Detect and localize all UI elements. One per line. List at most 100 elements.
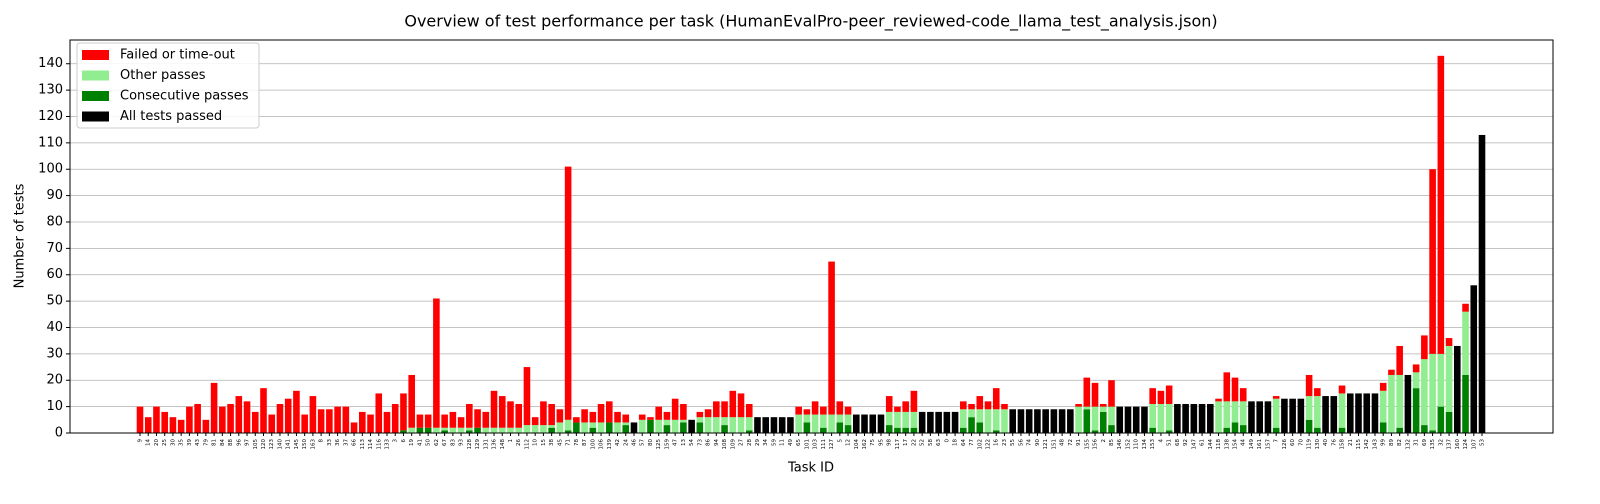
bar-segment: [1363, 393, 1371, 433]
bar-segment: [1099, 403, 1107, 407]
bar-segment: [317, 409, 325, 433]
x-tick-label: 146: [1117, 439, 1123, 450]
bar-segment: [861, 414, 868, 433]
x-tick-label: 26: [516, 439, 522, 446]
x-tick-label: 39: [187, 439, 193, 446]
x-tick-label: 94: [714, 439, 720, 446]
bar-segment: [1338, 385, 1346, 394]
bar-segment: [778, 417, 786, 433]
x-tick-label: 140: [277, 439, 283, 450]
bar-segment: [490, 390, 498, 428]
bar-segment: [811, 401, 819, 415]
x-tick-label: 105: [253, 439, 259, 450]
x-tick-label: 97: [245, 439, 251, 446]
bar-segment: [1355, 393, 1362, 433]
bar-segment: [745, 430, 753, 433]
bar-segment: [910, 427, 918, 433]
bar-segment: [243, 401, 251, 433]
bar-segment: [795, 414, 802, 433]
bar-segment: [844, 414, 852, 426]
bar-segment: [820, 406, 827, 415]
bar-segment: [960, 401, 967, 410]
x-tick-label: 79: [203, 439, 209, 446]
x-tick-label: 19: [409, 439, 415, 446]
x-tick-label: 70: [1298, 439, 1304, 446]
x-tick-label: 127: [829, 439, 835, 450]
x-tick-label: 92: [1183, 439, 1189, 446]
bar-segment: [1067, 409, 1074, 433]
bar-segment: [235, 396, 243, 433]
bar-segment: [556, 422, 564, 433]
bar-segment: [696, 417, 704, 423]
bar-segment: [663, 425, 671, 433]
bar-segment: [721, 401, 728, 418]
bar-segment: [1017, 409, 1025, 433]
bar-segment: [976, 422, 984, 433]
bar-segment: [836, 414, 844, 423]
x-tick-label: 48: [1060, 439, 1066, 446]
bar-segment: [219, 406, 226, 433]
x-tick-label: 66: [352, 439, 358, 446]
x-tick-label: 160: [1455, 439, 1461, 450]
bar-segment: [564, 430, 572, 433]
x-tick-label: 116: [376, 439, 382, 450]
bar-segment: [1462, 303, 1469, 312]
x-tick-label: 154: [1233, 439, 1239, 450]
bar-segment: [1141, 406, 1148, 433]
x-tick-label: 42: [615, 439, 621, 446]
x-tick-label: 27: [739, 439, 745, 446]
x-tick-label: 149: [1249, 439, 1255, 450]
bar-segment: [885, 411, 893, 426]
bar-segment: [1165, 403, 1173, 431]
x-tick-label: 80: [648, 439, 654, 446]
x-tick-label: 6: [401, 439, 407, 443]
bar-segment: [350, 422, 358, 433]
x-tick-label: 81: [212, 439, 218, 446]
bar-segment: [1223, 401, 1231, 428]
x-tick-label: 129: [475, 439, 481, 450]
bar-segment: [787, 417, 794, 433]
bar-segment: [391, 403, 399, 433]
bar-segment: [820, 427, 827, 433]
bar-segment: [540, 401, 547, 426]
bar-segment: [457, 427, 465, 433]
bar-segment: [144, 417, 152, 433]
x-tick-label: 5: [837, 439, 843, 443]
x-tick-label: 102: [977, 439, 983, 450]
bar-segment: [877, 414, 885, 433]
x-tick-label: 89: [1389, 439, 1395, 446]
bar-segment: [416, 414, 424, 428]
bar-segment: [1174, 403, 1181, 433]
bar-segment: [1379, 422, 1387, 433]
bar-segment: [721, 417, 728, 426]
bar-segment: [581, 422, 588, 433]
x-tick-label: 69: [1422, 439, 1428, 446]
bar-segment: [811, 414, 819, 433]
bar-segment: [498, 396, 506, 428]
bar-segment: [1239, 425, 1247, 433]
bar-segment: [1330, 396, 1338, 433]
x-tick-label: 118: [1216, 439, 1222, 450]
x-tick-label: 67: [442, 439, 448, 446]
bar-segment: [795, 406, 802, 415]
bar-segment: [490, 427, 498, 433]
y-tick-label: 80: [46, 214, 63, 229]
x-tick-label: 30: [170, 439, 176, 446]
x-tick-label: 139: [607, 439, 613, 450]
bar-segment: [466, 403, 473, 428]
bar-segment: [433, 427, 440, 433]
bar-segment: [745, 403, 753, 418]
bar-segment: [1445, 338, 1453, 346]
bar-segment: [984, 401, 992, 410]
bar-segment: [408, 427, 415, 433]
bar-segment: [803, 409, 811, 415]
bar-segment: [564, 166, 572, 420]
bar-segment: [1157, 403, 1165, 433]
bar-segment: [622, 414, 630, 423]
bar-segment: [968, 409, 975, 418]
bar-segment: [671, 419, 679, 433]
x-tick-label: 148: [500, 439, 506, 450]
x-tick-label: 103: [813, 439, 819, 450]
bar-segment: [1231, 422, 1239, 433]
